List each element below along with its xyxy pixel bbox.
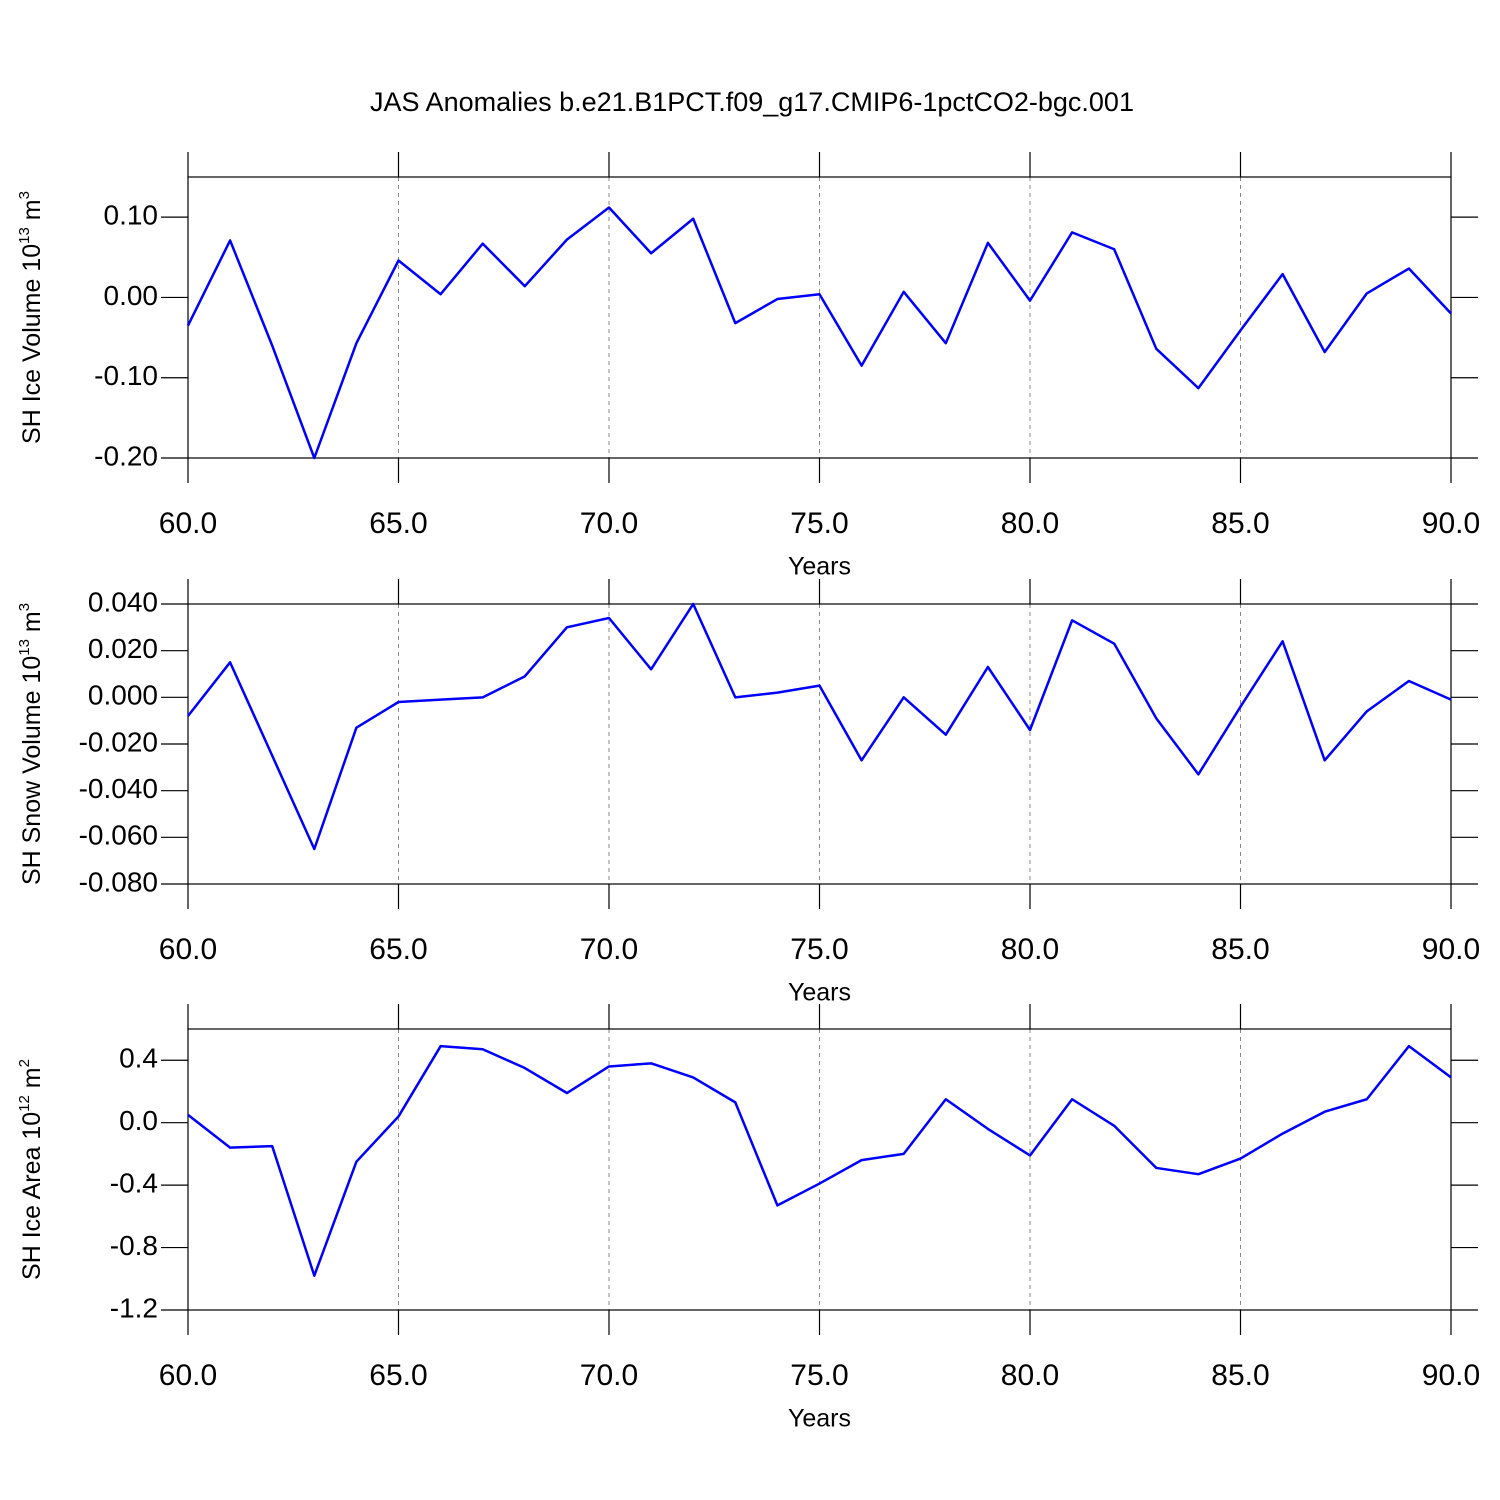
y-tick-label: -0.10 — [94, 360, 158, 391]
x-tick-label: 90.0 — [1422, 933, 1480, 966]
x-tick-label: 65.0 — [369, 933, 427, 966]
x-tick-label: 75.0 — [790, 1359, 848, 1392]
y-tick-label: 0.040 — [88, 586, 158, 617]
y-tick-label: -0.080 — [79, 866, 158, 897]
y-axis-label-exponent: 3 — [16, 603, 33, 611]
x-tick-label: 60.0 — [159, 1359, 217, 1392]
x-tick-label: 70.0 — [580, 507, 638, 540]
y-tick-label: -0.4 — [110, 1168, 158, 1199]
y-tick-label: 0.0 — [119, 1105, 158, 1136]
y-tick-label: 0.000 — [88, 680, 158, 711]
y-axis-label: SH Snow Volume 1013 m3 — [16, 603, 46, 885]
x-tick-label: 85.0 — [1211, 933, 1269, 966]
y-tick-label: -1.2 — [110, 1292, 158, 1323]
x-tick-label: 75.0 — [790, 507, 848, 540]
y-axis-label-part: SH Ice Volume 10 — [18, 244, 46, 444]
y-axis-label-part: m — [18, 611, 46, 639]
x-tick-label: 60.0 — [159, 933, 217, 966]
y-axis-label-part: SH Ice Area 10 — [18, 1112, 46, 1280]
data-line — [186, 206, 1452, 460]
x-axis-label: Years — [788, 1405, 851, 1433]
x-tick-label: 80.0 — [1001, 933, 1059, 966]
x-tick-label: 80.0 — [1001, 1359, 1059, 1392]
x-tick-label: 65.0 — [369, 1359, 427, 1392]
x-tick-label: 90.0 — [1422, 507, 1480, 540]
x-tick-label: 90.0 — [1422, 1359, 1480, 1392]
y-axis-label-part: SH Snow Volume 10 — [18, 656, 46, 885]
x-tick-label: 70.0 — [580, 1359, 638, 1392]
x-tick-label: 80.0 — [1001, 507, 1059, 540]
x-tick-label: 85.0 — [1211, 1359, 1269, 1392]
y-tick-label: -0.8 — [110, 1230, 158, 1261]
x-tick-label: 85.0 — [1211, 507, 1269, 540]
y-axis-label-exponent: 13 — [16, 639, 33, 656]
y-axis-label-part: m — [18, 199, 46, 227]
y-tick-label: 0.4 — [119, 1043, 158, 1074]
x-tick-label: 60.0 — [159, 507, 217, 540]
x-axis-label: Years — [788, 979, 851, 1007]
y-tick-label: 0.00 — [104, 280, 159, 311]
y-axis-label-exponent: 3 — [16, 191, 33, 199]
x-tick-label: 65.0 — [369, 507, 427, 540]
figure-title: JAS Anomalies b.e21.B1PCT.f09_g17.CMIP6-… — [370, 87, 1134, 117]
x-axis-label: Years — [788, 553, 851, 581]
y-axis-label-part: m — [18, 1067, 46, 1095]
y-tick-label: -0.020 — [79, 726, 158, 757]
y-axis-label-exponent: 13 — [16, 227, 33, 244]
y-tick-label: 0.020 — [88, 633, 158, 664]
y-axis-label: SH Ice Volume 1013 m3 — [16, 191, 46, 444]
y-tick-label: 0.10 — [104, 200, 159, 231]
y-axis-label: SH Ice Area 1012 m2 — [16, 1059, 46, 1280]
y-tick-label: -0.040 — [79, 773, 158, 804]
x-tick-label: 75.0 — [790, 933, 848, 966]
data-line — [187, 602, 1452, 851]
data-line — [187, 1044, 1452, 1277]
y-axis-label-exponent: 12 — [16, 1095, 33, 1112]
y-tick-label: -0.060 — [79, 820, 158, 851]
x-tick-label: 70.0 — [580, 933, 638, 966]
y-axis-label-exponent: 2 — [16, 1059, 33, 1067]
y-tick-label: -0.20 — [94, 440, 158, 471]
